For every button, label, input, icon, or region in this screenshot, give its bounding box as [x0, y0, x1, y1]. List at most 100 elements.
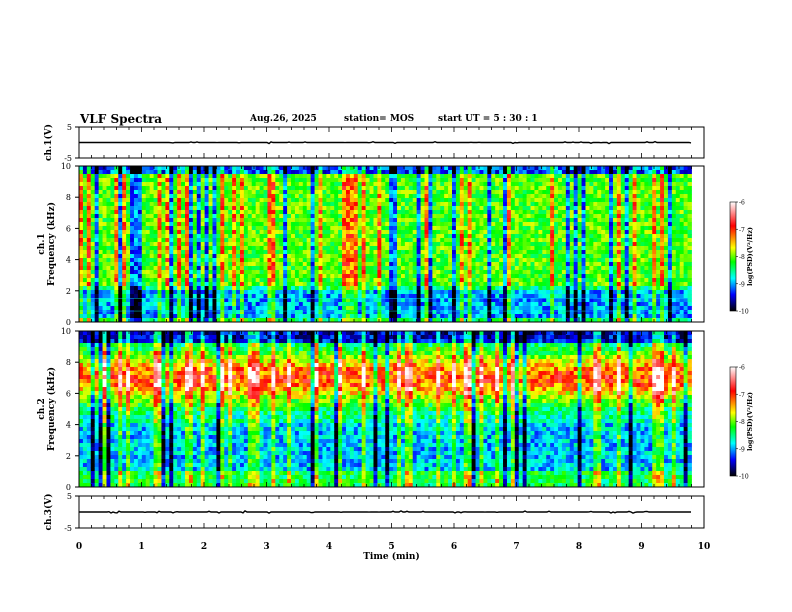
spectrogram-cell: [369, 222, 374, 227]
spectrogram-cell: [228, 318, 233, 323]
spectrogram-cell: [416, 262, 421, 267]
spectrogram-cell: [365, 230, 370, 235]
spectrogram-cell: [208, 166, 213, 171]
spectrogram-cell: [448, 318, 453, 323]
spectrogram-cell: [503, 174, 508, 179]
spectrogram-cell: [499, 306, 504, 311]
spectrogram-cell: [98, 310, 103, 315]
spectrogram-cell: [157, 218, 162, 223]
spectrogram-cell: [554, 314, 559, 319]
spectrogram-cell: [271, 250, 276, 255]
spectrogram-cell: [452, 282, 457, 287]
spectrogram-cell: [432, 194, 437, 199]
spectrogram-cell: [283, 242, 288, 247]
spectrogram-cell: [165, 226, 170, 231]
spectrogram-cell: [243, 278, 249, 283]
spectrogram-cell: [145, 222, 151, 227]
spectrogram-cell: [565, 298, 571, 303]
spectrogram-cell: [188, 290, 194, 295]
spectrogram-cell: [247, 310, 253, 315]
spectrogram-cell: [145, 302, 151, 307]
spectrogram-cell: [471, 274, 476, 279]
spectrogram-cell: [130, 234, 135, 239]
spectrogram-cell: [106, 198, 111, 203]
spectrogram-cell: [400, 314, 406, 319]
spectrogram-cell: [550, 274, 555, 279]
spectrogram-cell: [137, 186, 143, 191]
spectrogram-cell: [243, 254, 249, 259]
spectrogram-cell: [448, 178, 453, 183]
spectrogram-cell: [538, 222, 543, 227]
spectrogram-cell: [251, 178, 257, 183]
spectrogram-cell: [216, 306, 221, 311]
spectrogram-cell: [495, 286, 500, 291]
spectrogram-cell: [267, 238, 272, 243]
spectrogram-cell: [287, 242, 292, 247]
spectrogram-cell: [428, 166, 433, 171]
spectrogram-cell: [397, 286, 402, 291]
spectrogram-cell: [126, 258, 131, 263]
spectrogram-cell: [169, 234, 174, 239]
spectrogram-cell: [220, 254, 225, 259]
spectrogram-cell: [208, 310, 213, 315]
spectrogram-cell: [416, 254, 421, 259]
spectrogram-cell: [216, 254, 221, 259]
spectrogram-cell: [408, 210, 414, 215]
spectrogram-cell: [181, 298, 186, 303]
spectrogram-cell: [475, 170, 480, 175]
spectrogram-cell: [271, 242, 276, 247]
spectrogram-cell: [554, 210, 559, 215]
spectrogram-cell: [550, 206, 555, 211]
spectrogram-cell: [561, 282, 567, 287]
spectrogram-cell: [79, 202, 84, 207]
spectrogram-cell: [275, 262, 280, 267]
spectrogram-cell: [98, 318, 103, 323]
spectrogram-cell: [243, 318, 249, 323]
spectrogram-cell: [400, 254, 406, 259]
spectrogram-cell: [118, 226, 123, 231]
spectrogram-cell: [306, 314, 312, 319]
spectrogram-cell: [232, 166, 237, 171]
spectrogram-cell: [322, 318, 327, 323]
spectrogram-cell: [444, 218, 449, 223]
spectrogram-cell: [200, 222, 206, 227]
spectrogram-cell: [510, 166, 516, 171]
spectrogram-cell: [208, 218, 213, 223]
spectrogram-cell: [251, 266, 257, 271]
spectrogram-cell: [310, 314, 315, 319]
spectrogram-cell: [294, 214, 300, 219]
spectrogram-cell: [153, 286, 158, 291]
spectrogram-cell: [298, 198, 304, 203]
spectrogram-cell: [98, 254, 103, 259]
spectrogram-cell: [126, 218, 131, 223]
spectrogram-cell: [538, 238, 543, 243]
spectrogram-cell: [90, 310, 96, 315]
spectrogram-cell: [393, 210, 398, 215]
spectrogram-cell: [118, 258, 123, 263]
spectrogram-cell: [542, 218, 547, 223]
spectrogram-cell: [546, 282, 551, 287]
spectrogram-cell: [251, 250, 257, 255]
spectrogram-cell: [106, 298, 111, 303]
spectrogram-cell: [220, 222, 225, 227]
spectrogram-cell: [432, 246, 437, 251]
spectrogram-cell: [416, 186, 421, 191]
spectrogram-cell: [503, 194, 508, 199]
spectrogram-cell: [114, 246, 119, 251]
spectrogram-cell: [287, 302, 292, 307]
spectrogram-cell: [122, 306, 127, 311]
spectrogram-cell: [558, 222, 563, 227]
spectrogram-cell: [196, 298, 202, 303]
spectrogram-cell: [452, 238, 457, 243]
spectrogram-cell: [467, 250, 473, 255]
spectrogram-cell: [145, 294, 151, 299]
spectrogram-cell: [499, 302, 504, 307]
spectrogram-cell: [503, 206, 508, 211]
spectrogram-cell: [542, 174, 547, 179]
spectrogram-cell: [239, 286, 245, 291]
spectrogram-cell: [432, 306, 437, 311]
spectrogram-cell: [287, 230, 292, 235]
spectrogram-cell: [349, 250, 355, 255]
spectrogram-cell: [565, 282, 571, 287]
